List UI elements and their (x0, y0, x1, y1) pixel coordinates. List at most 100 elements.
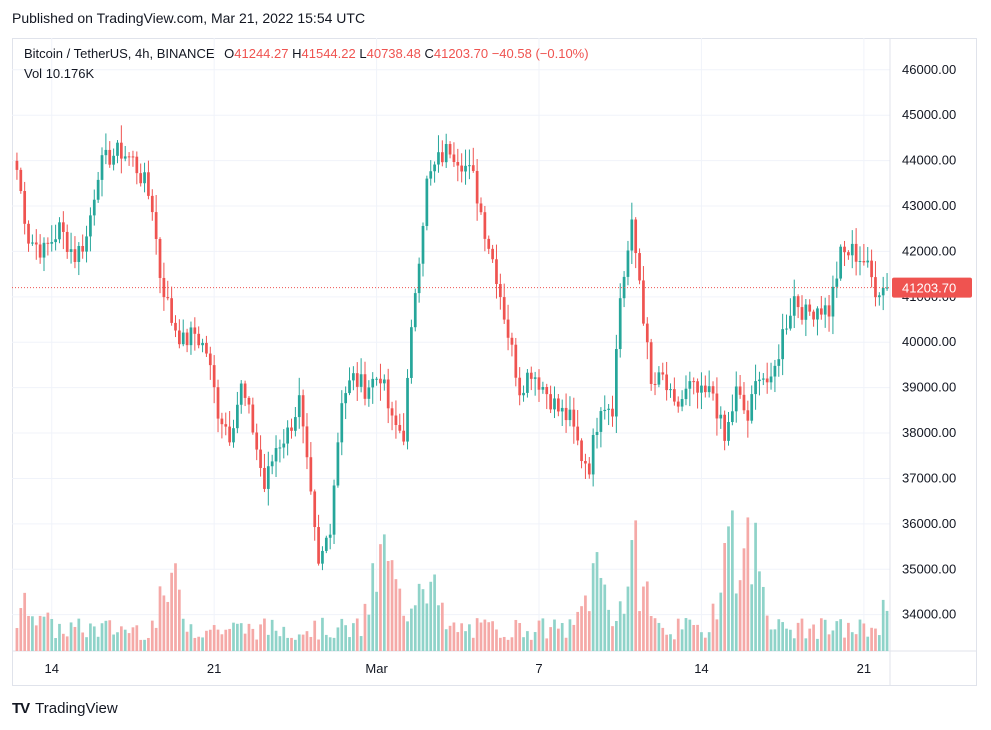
candle-body (738, 386, 742, 395)
volume-bar (429, 581, 433, 651)
candle-body (707, 386, 711, 393)
volume-bar (224, 629, 228, 651)
candle-body (858, 261, 862, 263)
volume-bar (178, 589, 181, 651)
candle-body (433, 164, 436, 172)
candle-body (657, 372, 661, 385)
tradingview-brand[interactable]: TV TradingView (12, 700, 118, 717)
y-tick-label: 37000.00 (902, 470, 956, 485)
y-tick-label: 36000.00 (902, 516, 956, 531)
candle-body (69, 249, 73, 252)
volume-bar (348, 637, 351, 651)
volume-bar (367, 614, 371, 651)
volume-bar (564, 637, 568, 651)
candle-body (487, 238, 491, 249)
volume-bar (324, 634, 328, 651)
volume-bar (731, 510, 734, 651)
candle-body (232, 428, 235, 443)
candle-body (205, 342, 208, 354)
candle-body (854, 243, 858, 262)
candle-body (665, 374, 668, 391)
candle-body (197, 333, 201, 346)
volume-bar (847, 622, 850, 651)
candle-body (545, 387, 549, 395)
candle-body (800, 307, 804, 320)
volume-bar (537, 620, 541, 651)
candle-body (42, 242, 46, 258)
volume-bar (23, 592, 27, 651)
candle-body (649, 342, 653, 384)
volume-bar (615, 620, 618, 651)
volume-bar (611, 626, 614, 651)
volume-bar (556, 628, 560, 651)
volume-bar (259, 624, 262, 651)
candle-body (750, 394, 754, 421)
candle-body (166, 297, 170, 299)
candle-body (599, 411, 603, 432)
volume-bar (352, 623, 355, 651)
candle-body (123, 156, 127, 159)
volume-bar (785, 628, 788, 651)
candle-body (468, 165, 471, 167)
volume-bar (100, 623, 104, 651)
candle-body (73, 249, 77, 262)
volume-bar (185, 631, 189, 651)
volume-bar (174, 563, 177, 651)
candle-body (816, 308, 819, 320)
volume-bar (789, 629, 792, 651)
volume-bar (487, 622, 491, 651)
candle-body (174, 322, 177, 331)
candle-body (38, 244, 42, 258)
candle-body (719, 414, 723, 419)
candle-body (135, 156, 139, 174)
candle-body (321, 550, 324, 564)
volume-bar (92, 626, 96, 651)
volume-bar (595, 552, 599, 651)
candle-body (715, 393, 719, 419)
candle-body (514, 344, 518, 378)
volume-bar (858, 619, 862, 651)
candle-body (150, 195, 154, 213)
candle-body (170, 298, 173, 323)
volume-bar (754, 522, 757, 651)
candle-body (603, 409, 607, 412)
volume-bar (700, 632, 703, 651)
candle-body (560, 407, 564, 412)
volume-bar (738, 580, 742, 651)
candle-body (440, 152, 444, 163)
candle-body (696, 381, 699, 393)
volume-bar (15, 628, 19, 651)
volume-bar (723, 542, 726, 651)
candle-body (870, 260, 873, 278)
published-note: Published on TradingView.com, Mar 21, 20… (12, 10, 366, 26)
volume-label: Vol (24, 66, 43, 81)
y-tick-label: 35000.00 (902, 561, 956, 576)
candle-body (680, 399, 684, 407)
candle-body (313, 491, 317, 528)
candle-body (189, 327, 193, 346)
candle-body (147, 172, 150, 196)
candle-body (777, 359, 781, 366)
candle-body (212, 365, 216, 388)
volume-bar (804, 638, 808, 651)
volume-bar (630, 540, 634, 651)
close-label: C (424, 46, 434, 61)
volume-bar (862, 623, 866, 651)
candle-body (634, 219, 638, 254)
candle-body (286, 427, 289, 444)
volume-bar (514, 619, 518, 651)
volume-bar (568, 619, 572, 651)
candle-body (676, 401, 680, 407)
candle-body (201, 342, 204, 346)
volume-bar (379, 544, 382, 651)
volume-bar (835, 621, 839, 651)
candle-body (502, 297, 506, 320)
candle-body (89, 215, 92, 237)
candlestick-chart[interactable]: 46000.00 45000.00 44000.00 43000.00 42000.00… (12, 38, 977, 686)
volume-bar (553, 619, 556, 651)
volume-bar (336, 627, 340, 651)
volume-bar (696, 624, 699, 651)
y-tick-label: 38000.00 (902, 425, 956, 440)
volume-bar (123, 629, 127, 651)
candle-body (827, 305, 831, 317)
